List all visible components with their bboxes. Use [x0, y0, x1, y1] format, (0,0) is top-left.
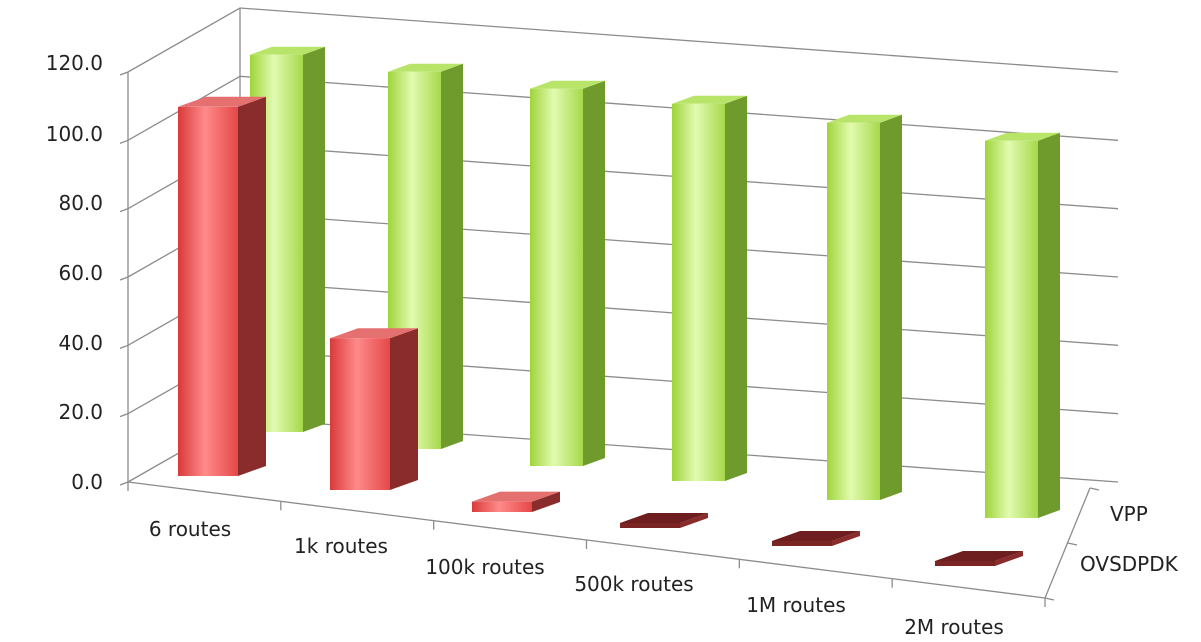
bar-top [827, 114, 902, 123]
y-tick-label: 80.0 [58, 191, 103, 215]
bar-side [238, 96, 266, 477]
vpp-bar-5 [827, 114, 902, 500]
series-axis-labels: VPP OVSDPDK [1080, 502, 1179, 576]
depth-axis-line [1044, 487, 1091, 599]
bar-side [880, 114, 902, 500]
y-tick-mark [119, 71, 129, 76]
y-tick-mark [119, 344, 129, 349]
series-ovsdpdk-bars [178, 96, 1023, 566]
y-tick-label: 60.0 [58, 261, 103, 285]
category-label-500k-routes: 500k routes [574, 572, 693, 596]
ovsdpdk-bar-5 [772, 531, 860, 546]
bar-top [330, 328, 418, 339]
bar-side [441, 63, 463, 449]
category-label-2m-routes: 2M routes [904, 615, 1004, 639]
category-label-1k-routes: 1k routes [294, 534, 388, 558]
bar-top [985, 132, 1060, 141]
series-label-ovsdpdk: OVSDPDK [1080, 552, 1179, 576]
y-tick-label: 100.0 [46, 122, 103, 146]
bar-top [530, 80, 605, 89]
series-label-vpp: VPP [1110, 502, 1148, 526]
depth-tick-mark [1089, 487, 1100, 491]
bar-front [827, 122, 880, 500]
y-tick-label: 40.0 [58, 331, 103, 355]
ovsdpdk-bar-1 [178, 96, 266, 477]
vpp-bar-4 [672, 95, 747, 481]
bar-front [772, 541, 832, 546]
bar-front [530, 88, 583, 466]
bar-top [250, 46, 325, 55]
bar-top [178, 96, 266, 107]
bar-side [725, 95, 747, 481]
bar-top [935, 551, 1023, 561]
bar-top [672, 95, 747, 104]
y-tick-label: 20.0 [58, 400, 103, 424]
y-tick-mark [119, 139, 129, 144]
category-label-100k-routes: 100k routes [425, 555, 544, 579]
bar-side [532, 491, 560, 512]
depth-tick-mark [1044, 597, 1055, 601]
y-tick-mark [119, 413, 129, 418]
ovsdpdk-bar-3 [472, 491, 560, 512]
bar-side [303, 46, 325, 432]
y-tick-mark [119, 276, 129, 281]
bar-side [583, 80, 605, 466]
y-tick-mark [119, 208, 129, 213]
bar-top [772, 531, 860, 541]
bar-top [388, 63, 463, 72]
bar-side [680, 513, 708, 528]
y-axis-tick-labels: 0.0 20.0 40.0 60.0 80.0 100.0 120.0 [46, 51, 103, 494]
bar-front [330, 338, 390, 490]
series-vpp-bars [250, 46, 1060, 518]
bar-side [995, 551, 1023, 566]
vpp-bar-6 [985, 132, 1060, 518]
bar-front [672, 103, 725, 481]
ovsdpdk-bar-6 [935, 551, 1023, 566]
vpp-bar-3 [530, 80, 605, 466]
depth-tick-mark [1067, 542, 1078, 546]
bar-top [620, 513, 708, 523]
bar-front [472, 501, 532, 512]
bar-front [620, 523, 680, 528]
ovsdpdk-bar-4 [620, 513, 708, 528]
bar-top [472, 491, 560, 502]
category-label-6-routes: 6 routes [149, 517, 231, 541]
y-tick-mark [119, 481, 129, 486]
x-axis-category-labels: 6 routes 1k routes 100k routes 500k rout… [149, 517, 1004, 639]
bar-front [985, 140, 1038, 518]
y-tick-label: 120.0 [46, 51, 103, 75]
category-label-1m-routes: 1M routes [746, 593, 846, 617]
bar-side [832, 531, 860, 546]
bar-side [390, 328, 418, 490]
ovsdpdk-bar-2 [330, 328, 418, 490]
y-tick-label: 0.0 [71, 470, 103, 494]
bar-side [1038, 132, 1060, 518]
bar-front [935, 561, 995, 566]
bar-front [178, 106, 238, 476]
